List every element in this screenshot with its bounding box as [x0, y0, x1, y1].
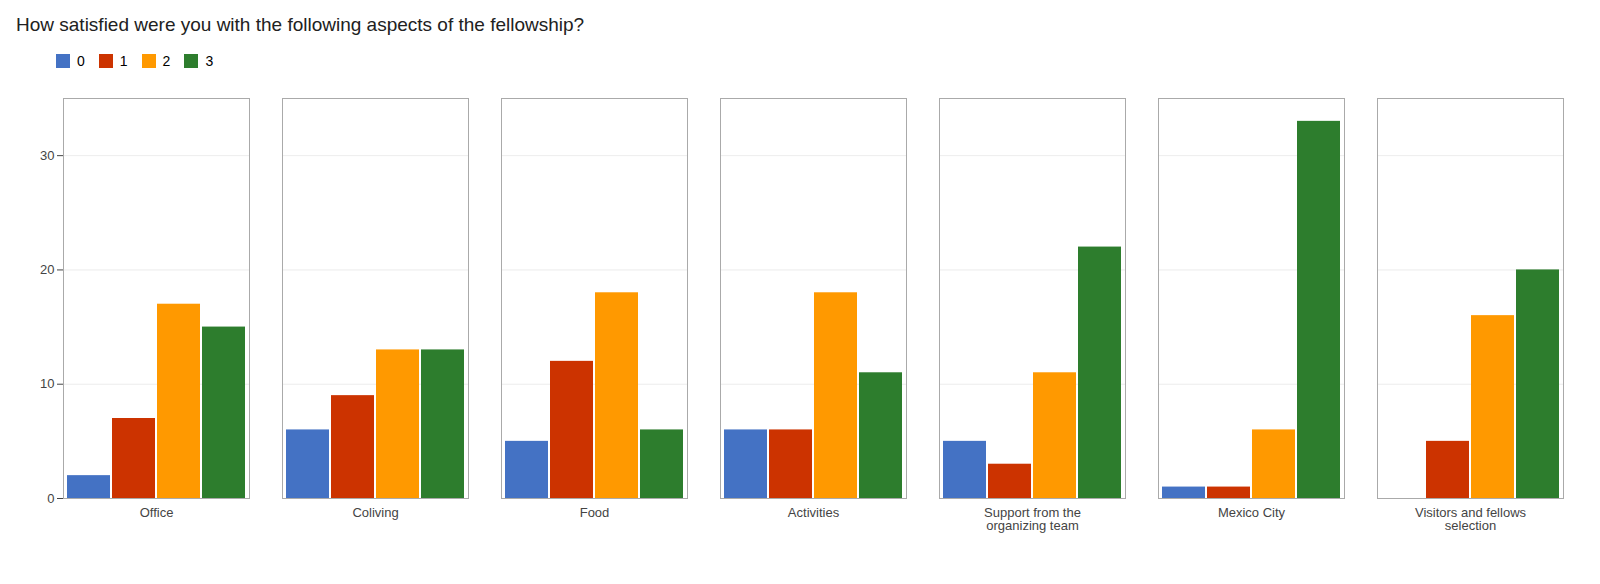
html-text:1: 1 — [119, 52, 128, 69]
svg-text:20: 20 — [40, 262, 54, 277]
svg-text:Visitors and fellowsselection: Visitors and fellowsselection — [1415, 505, 1527, 533]
html-text:2: 2 — [162, 52, 171, 69]
svg-text:Food: Food — [580, 505, 610, 520]
svg-text:Support from theorganizing tea: Support from theorganizing team — [984, 505, 1081, 533]
html-text:How satisfied were you with th: How satisfied were you with the followin… — [16, 14, 585, 35]
svg-text:Office: Office — [140, 505, 174, 520]
svg-text:Coliving: Coliving — [352, 505, 398, 520]
svg-text:Mexico City: Mexico City — [1218, 505, 1286, 520]
svg-text:30: 30 — [40, 148, 54, 163]
svg-text:0: 0 — [47, 491, 54, 506]
svg-text:10: 10 — [40, 376, 54, 391]
html-text:3: 3 — [205, 52, 214, 69]
svg-text:Activities: Activities — [788, 505, 840, 520]
html-text:0: 0 — [77, 52, 85, 69]
